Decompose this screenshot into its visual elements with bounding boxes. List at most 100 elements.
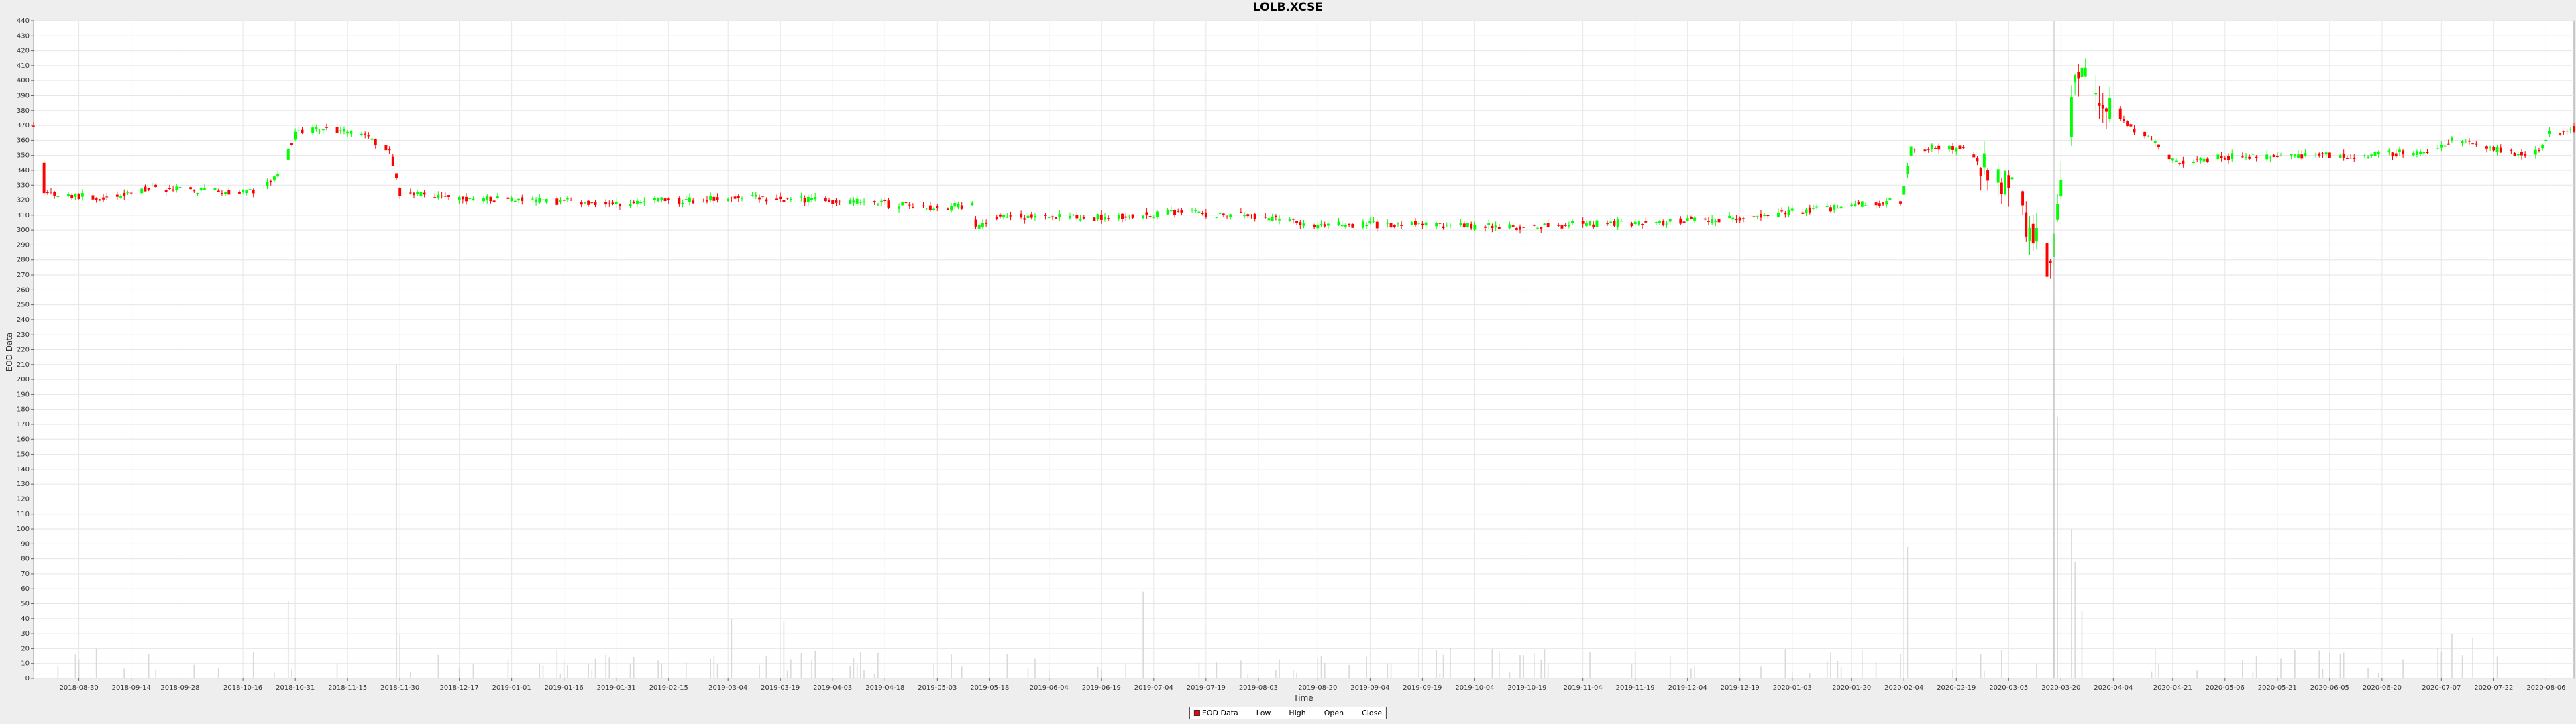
volume-bar [1534,653,1535,678]
candle-body [566,198,569,200]
candle-body [971,202,974,206]
y-tick-label: 20 [21,645,30,652]
candle-body [1278,219,1281,221]
candle-body [1756,216,1759,217]
candle-body [2398,149,2401,152]
x-tick-label: 2020-03-20 [2041,684,2080,692]
candle-body [1082,217,1085,219]
x-tick-label: 2020-02-04 [1884,684,1923,692]
volume-bar [1439,673,1441,678]
volume-bar [1826,661,1828,678]
volume-bar [716,664,718,678]
volume-bar [1293,670,1294,678]
candle-body [1173,210,1176,215]
candle-body [468,198,472,200]
volume-bar [1442,654,1444,678]
candle-body [1079,219,1082,221]
candle-body [1026,215,1030,219]
candle-body [733,196,737,199]
volume-bar [1631,664,1633,678]
candle-body [1909,146,1913,156]
y-tick-label: 140 [17,466,30,473]
candle-body [1972,154,1976,158]
candle-body [1532,225,1536,226]
candle-body [1169,210,1173,212]
candle-body [506,197,510,199]
candle-body [1291,219,1295,220]
y-tick-label: 240 [17,316,30,324]
candle-body [1703,218,1707,220]
candle-body [727,198,730,201]
candle-body [946,208,949,210]
candle-body [2241,156,2244,158]
x-tick-label: 2019-07-04 [1134,684,1173,692]
candle-body [1511,225,1515,227]
x-tick-label: 2019-08-20 [1298,684,1337,692]
candle-body [932,208,936,210]
volume-bar [1830,652,1831,678]
candle-body [1787,209,1790,215]
candle-body [1630,223,1633,226]
candle-body [2167,154,2171,160]
candle-body [908,204,911,206]
candle-body [709,196,712,200]
candle-body [1808,207,1811,213]
candle-body [269,180,272,182]
candle-body [1864,205,1867,206]
y-tick-label: 30 [21,630,30,638]
legend-label-low: Low [1256,709,1271,717]
volume-bar [2367,668,2369,678]
candle-body [346,131,350,134]
volume-bar [1862,650,1863,678]
candle-body [119,196,122,198]
candle-body [2544,139,2548,142]
volume-bar [1491,649,1493,678]
candle-body [1253,213,1256,219]
volume-bar [629,664,631,678]
candle-body [2293,154,2296,156]
candle-body [374,139,377,145]
volume-bar [2343,652,2345,678]
candle-body [1536,227,1539,229]
volume-bar [1348,665,1350,678]
candle-body [1711,219,1714,223]
volume-bar [2154,649,2156,678]
volume-bar [786,670,788,678]
candle-body [2321,153,2324,154]
candle-body [587,200,590,205]
y-tick-label: 420 [17,48,30,55]
x-tick-label: 2019-03-04 [708,684,747,692]
y-tick-label: 150 [17,451,30,459]
candle-body [1662,221,1665,225]
volume-bar [873,673,875,678]
y-axis-label: EOD Data [5,333,14,372]
candle-body [1340,225,1344,227]
candle-body [74,193,77,197]
y-tick-label: 350 [17,152,30,160]
candle-body [2094,93,2098,95]
candle-body [1996,169,2000,183]
candle-body [168,188,171,190]
candle-body [311,127,315,133]
volume-bar [2329,652,2330,678]
volume-bar [472,664,474,678]
candle-body [2028,227,2031,242]
candle-body [583,202,586,204]
candle-body [531,198,534,200]
candle-body [1148,216,1152,217]
volume-bar [1390,663,1392,678]
candle-body [126,192,129,194]
candle-body [517,198,521,201]
candle-body [2123,119,2125,121]
candle-body [2098,103,2101,106]
candle-body [2412,153,2415,156]
candle-body [1142,215,1145,219]
candle-body [2534,149,2537,155]
candle-body [1473,225,1477,230]
volume-bar [1006,654,1008,678]
candle-body [2245,156,2247,158]
candle-body [2443,145,2447,147]
candle-body [129,192,133,194]
x-tick-label: 2019-06-04 [1030,684,1069,692]
